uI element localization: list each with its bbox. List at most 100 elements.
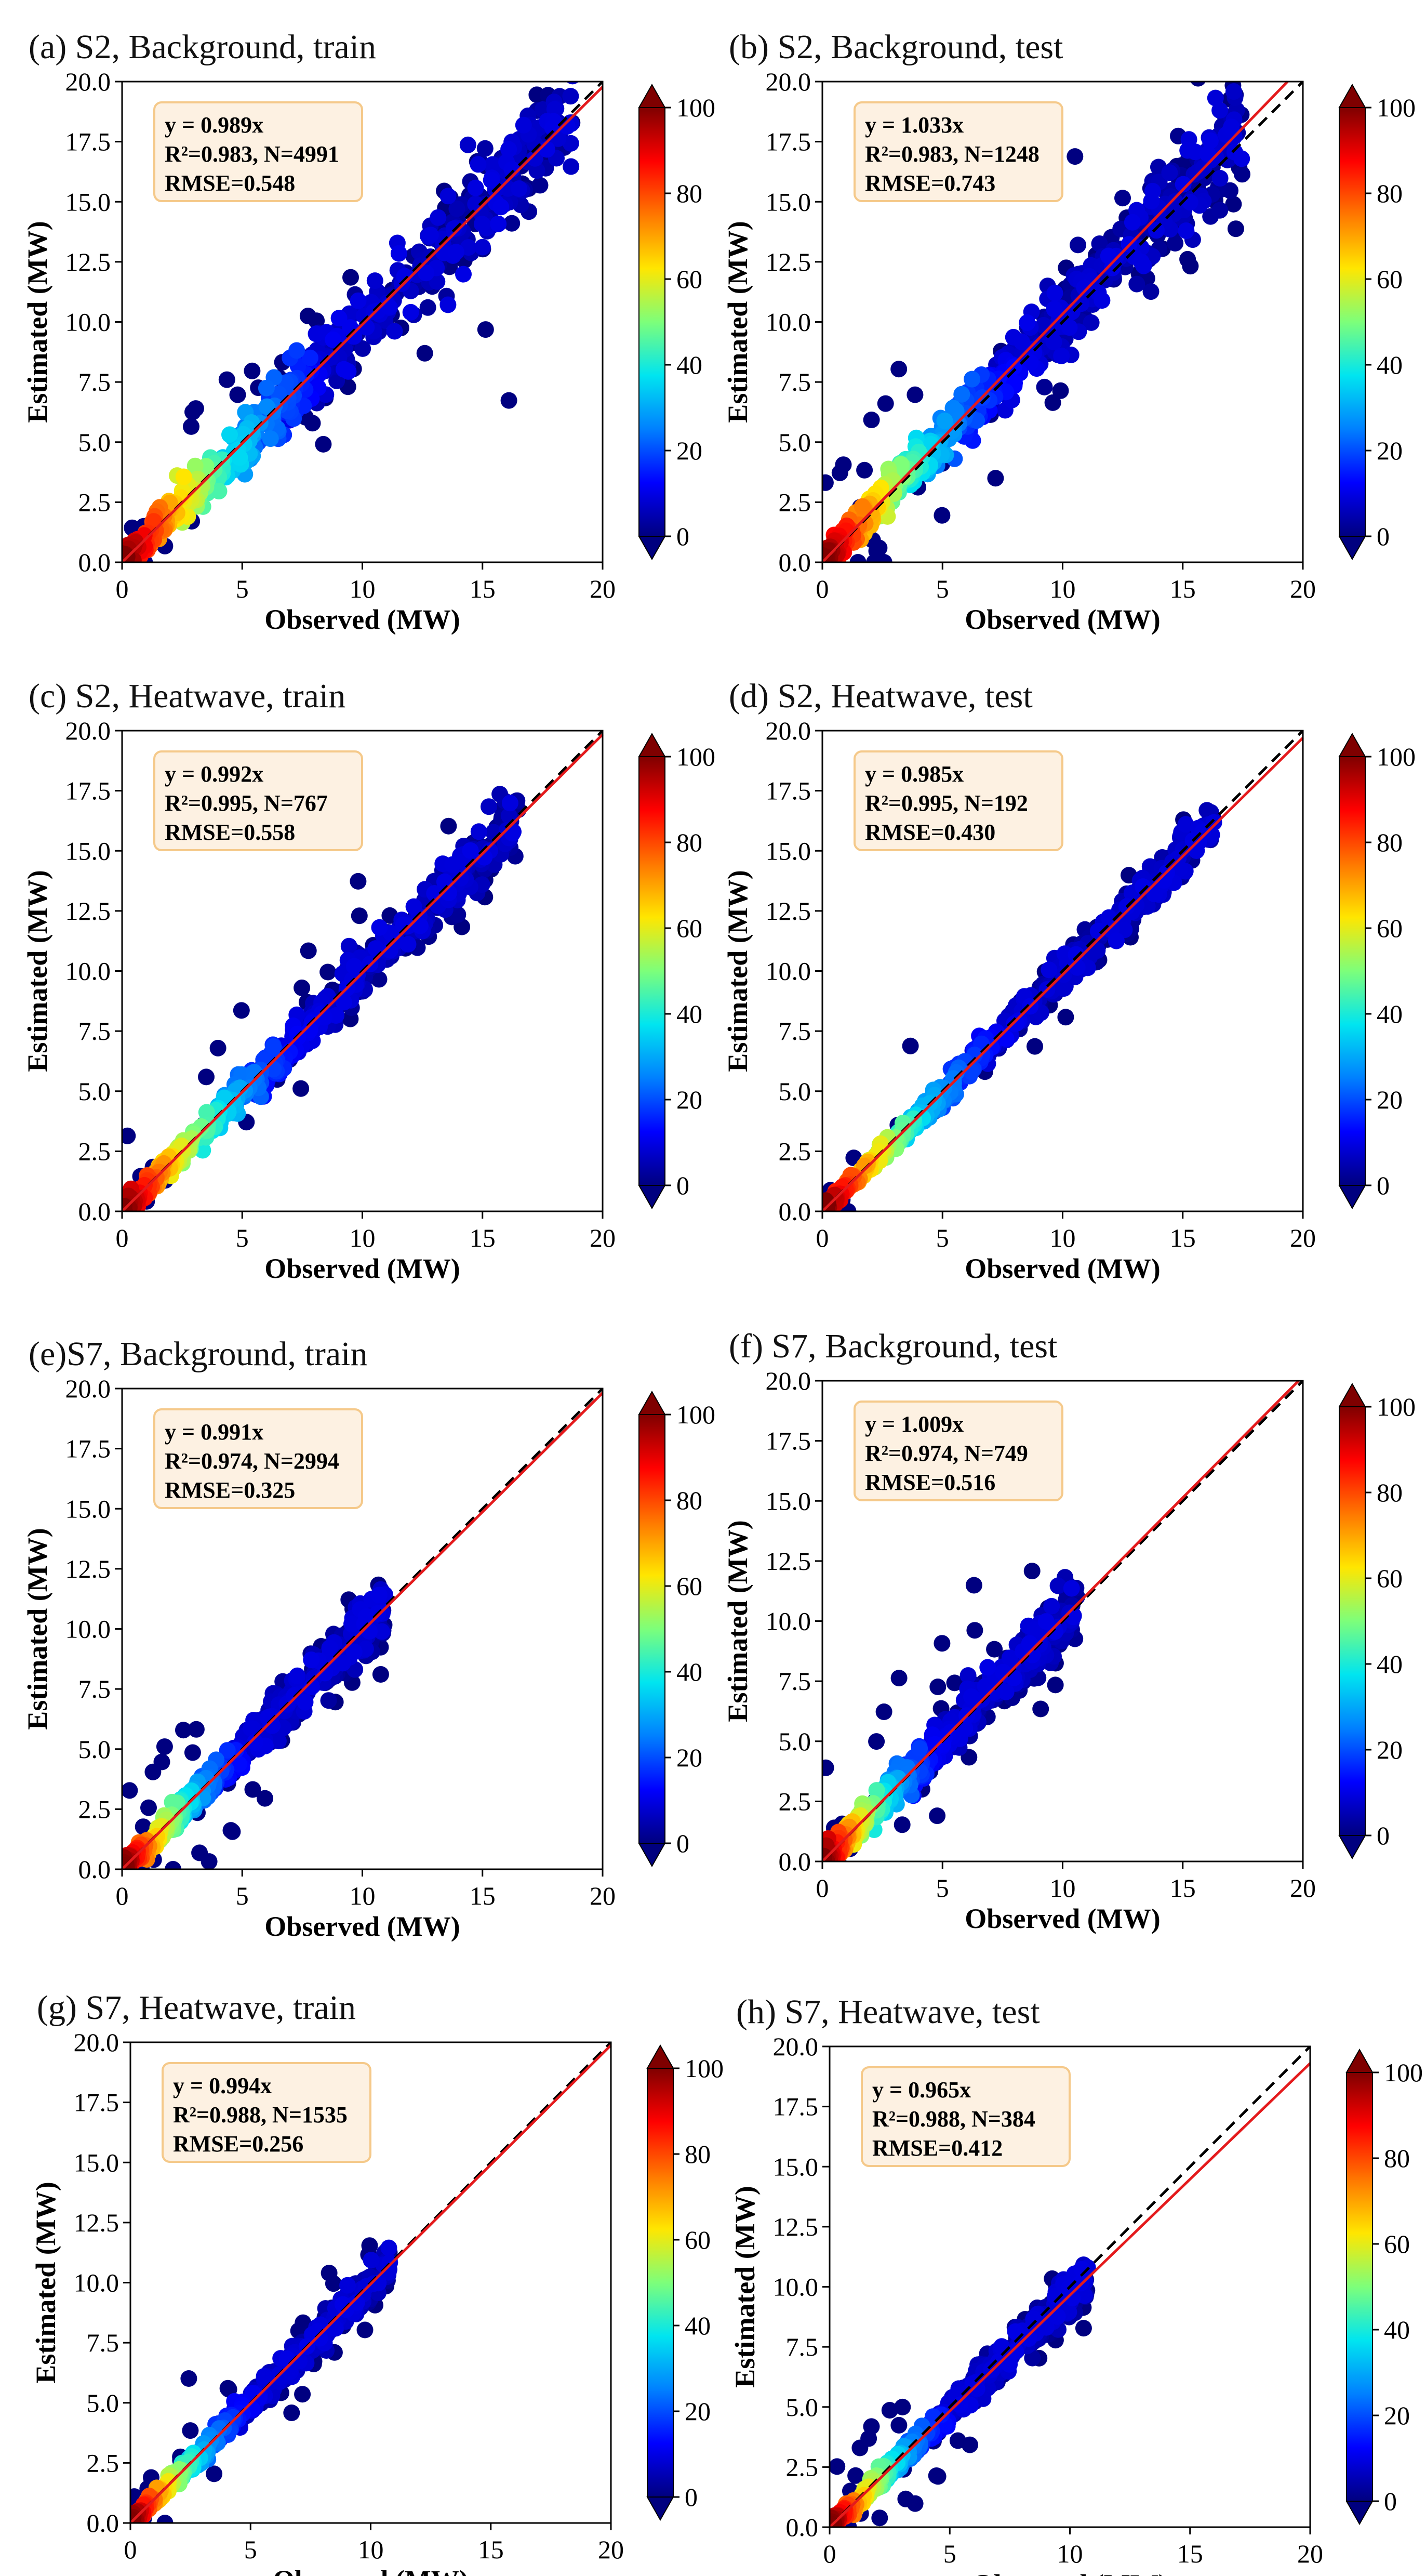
- y-tick-label: 15.0: [65, 1494, 111, 1523]
- scatter-point: [319, 963, 337, 981]
- scatter-point: [1114, 190, 1131, 207]
- y-tick-label: 12.5: [65, 1554, 111, 1583]
- fit-line: [821, 81, 1289, 563]
- scatter-point: [890, 361, 908, 378]
- scatter-point: [483, 171, 500, 189]
- scatter-point: [526, 150, 543, 167]
- scatter-point: [911, 1740, 928, 1757]
- scatter-point: [1026, 1621, 1043, 1638]
- scatter-point: [444, 856, 461, 873]
- colorbar-tick-label: 0: [1377, 1171, 1390, 1200]
- scatter-point: [210, 483, 228, 500]
- colorbar-tick-label: 80: [1377, 1478, 1403, 1507]
- scatter-point: [1005, 1669, 1022, 1686]
- scatter-point: [934, 507, 951, 524]
- scatter-point: [562, 88, 579, 105]
- scatter-point: [1094, 292, 1111, 309]
- x-tick-label: 5: [236, 574, 249, 603]
- y-axis-label: Estimated (MW): [22, 870, 53, 1072]
- scatter-point: [1175, 176, 1192, 193]
- y-tick-label: 17.5: [65, 1434, 111, 1463]
- scatter-point: [1108, 932, 1125, 949]
- scatter-point: [470, 156, 487, 173]
- colorbar-tick-label: 20: [676, 436, 702, 465]
- scatter-point: [380, 2239, 397, 2256]
- y-tick-label: 17.5: [766, 776, 811, 805]
- y-tick-label: 20.0: [65, 1374, 111, 1403]
- scatter-point: [418, 265, 435, 282]
- colorbar: [1339, 1406, 1366, 1836]
- scatter-point: [1225, 83, 1242, 100]
- scatter-point: [156, 1738, 173, 1755]
- scatter-point: [1053, 347, 1070, 364]
- colorbar-tick-label: 100: [676, 742, 715, 771]
- colorbar-tick-label: 0: [1377, 1821, 1390, 1850]
- scatter-point: [122, 1782, 138, 1799]
- scatter-point: [221, 426, 238, 443]
- scatter-point: [1032, 1700, 1049, 1718]
- scatter-point: [297, 1694, 314, 1711]
- stats-box: [854, 750, 1063, 851]
- scatter-point: [902, 1037, 919, 1054]
- colorbar: [1339, 107, 1366, 537]
- scatter-point: [1083, 314, 1100, 331]
- y-tick-label: 2.5: [779, 1137, 811, 1166]
- x-tick-label: 20: [1290, 1223, 1316, 1252]
- scatter-point: [430, 209, 447, 226]
- colorbar-tick-label: 0: [1377, 522, 1390, 551]
- scatter-point: [459, 136, 476, 153]
- scatter-point: [354, 340, 371, 357]
- panel-title: (d) S2, Heatwave, test: [729, 677, 1033, 715]
- scatter-point: [890, 1670, 908, 1687]
- y-tick-label: 2.5: [779, 487, 811, 517]
- scatter-point: [562, 135, 579, 152]
- stats-box: [153, 101, 363, 202]
- stats-line: R²=0.974, N=2994: [165, 1448, 339, 1474]
- scatter-point: [1046, 300, 1063, 318]
- scatter-point: [1052, 382, 1069, 399]
- scatter-point: [182, 2422, 199, 2439]
- scatter-point: [244, 362, 261, 379]
- scatter-point: [501, 795, 518, 812]
- scatter-point: [1205, 814, 1222, 831]
- scatter-point: [929, 1679, 947, 1695]
- y-tick-label: 17.5: [766, 1426, 811, 1456]
- y-tick-label: 10.0: [65, 1615, 111, 1644]
- colorbar-tick-label: 100: [676, 1400, 715, 1429]
- scatter-point: [144, 1763, 162, 1780]
- scatter-point: [270, 1733, 287, 1750]
- colorbar-tick-label: 60: [1377, 265, 1403, 294]
- scatter-point: [1046, 284, 1063, 301]
- stats-line: RMSE=0.325: [165, 1477, 295, 1503]
- scatter-point: [164, 1793, 181, 1811]
- scatter-point: [822, 474, 834, 491]
- colorbar-tick-label: 60: [676, 265, 702, 294]
- colorbar-tick-label: 0: [676, 522, 689, 551]
- scatter-point: [257, 1790, 273, 1807]
- scatter-point: [325, 331, 342, 348]
- fit-line: [821, 737, 1304, 1212]
- scatter-point: [366, 272, 383, 289]
- x-tick-label: 10: [1050, 574, 1076, 603]
- y-tick-label: 20.0: [766, 67, 811, 96]
- scatter-point: [515, 116, 532, 134]
- x-axis-label: Observed (MW): [965, 604, 1160, 635]
- y-tick-label: 10.0: [766, 308, 811, 337]
- y-tick-label: 20.0: [65, 716, 111, 745]
- colorbar-tick-label: 100: [676, 93, 715, 122]
- y-tick-label: 7.5: [779, 367, 811, 397]
- scatter-point: [301, 349, 318, 366]
- scatter-point: [831, 464, 848, 481]
- scatter-point: [455, 266, 472, 283]
- colorbar-tick-label: 60: [1377, 914, 1403, 943]
- scatter-point: [231, 449, 248, 466]
- x-tick-label: 15: [1170, 574, 1196, 603]
- y-tick-label: 2.5: [779, 1787, 811, 1816]
- scatter-point: [231, 1755, 247, 1773]
- scatter-point: [1181, 194, 1198, 211]
- y-tick-label: 0.0: [779, 1197, 811, 1226]
- y-tick-label: 17.5: [65, 776, 111, 805]
- scatter-point: [219, 1742, 236, 1759]
- x-tick-label: 0: [116, 1223, 129, 1252]
